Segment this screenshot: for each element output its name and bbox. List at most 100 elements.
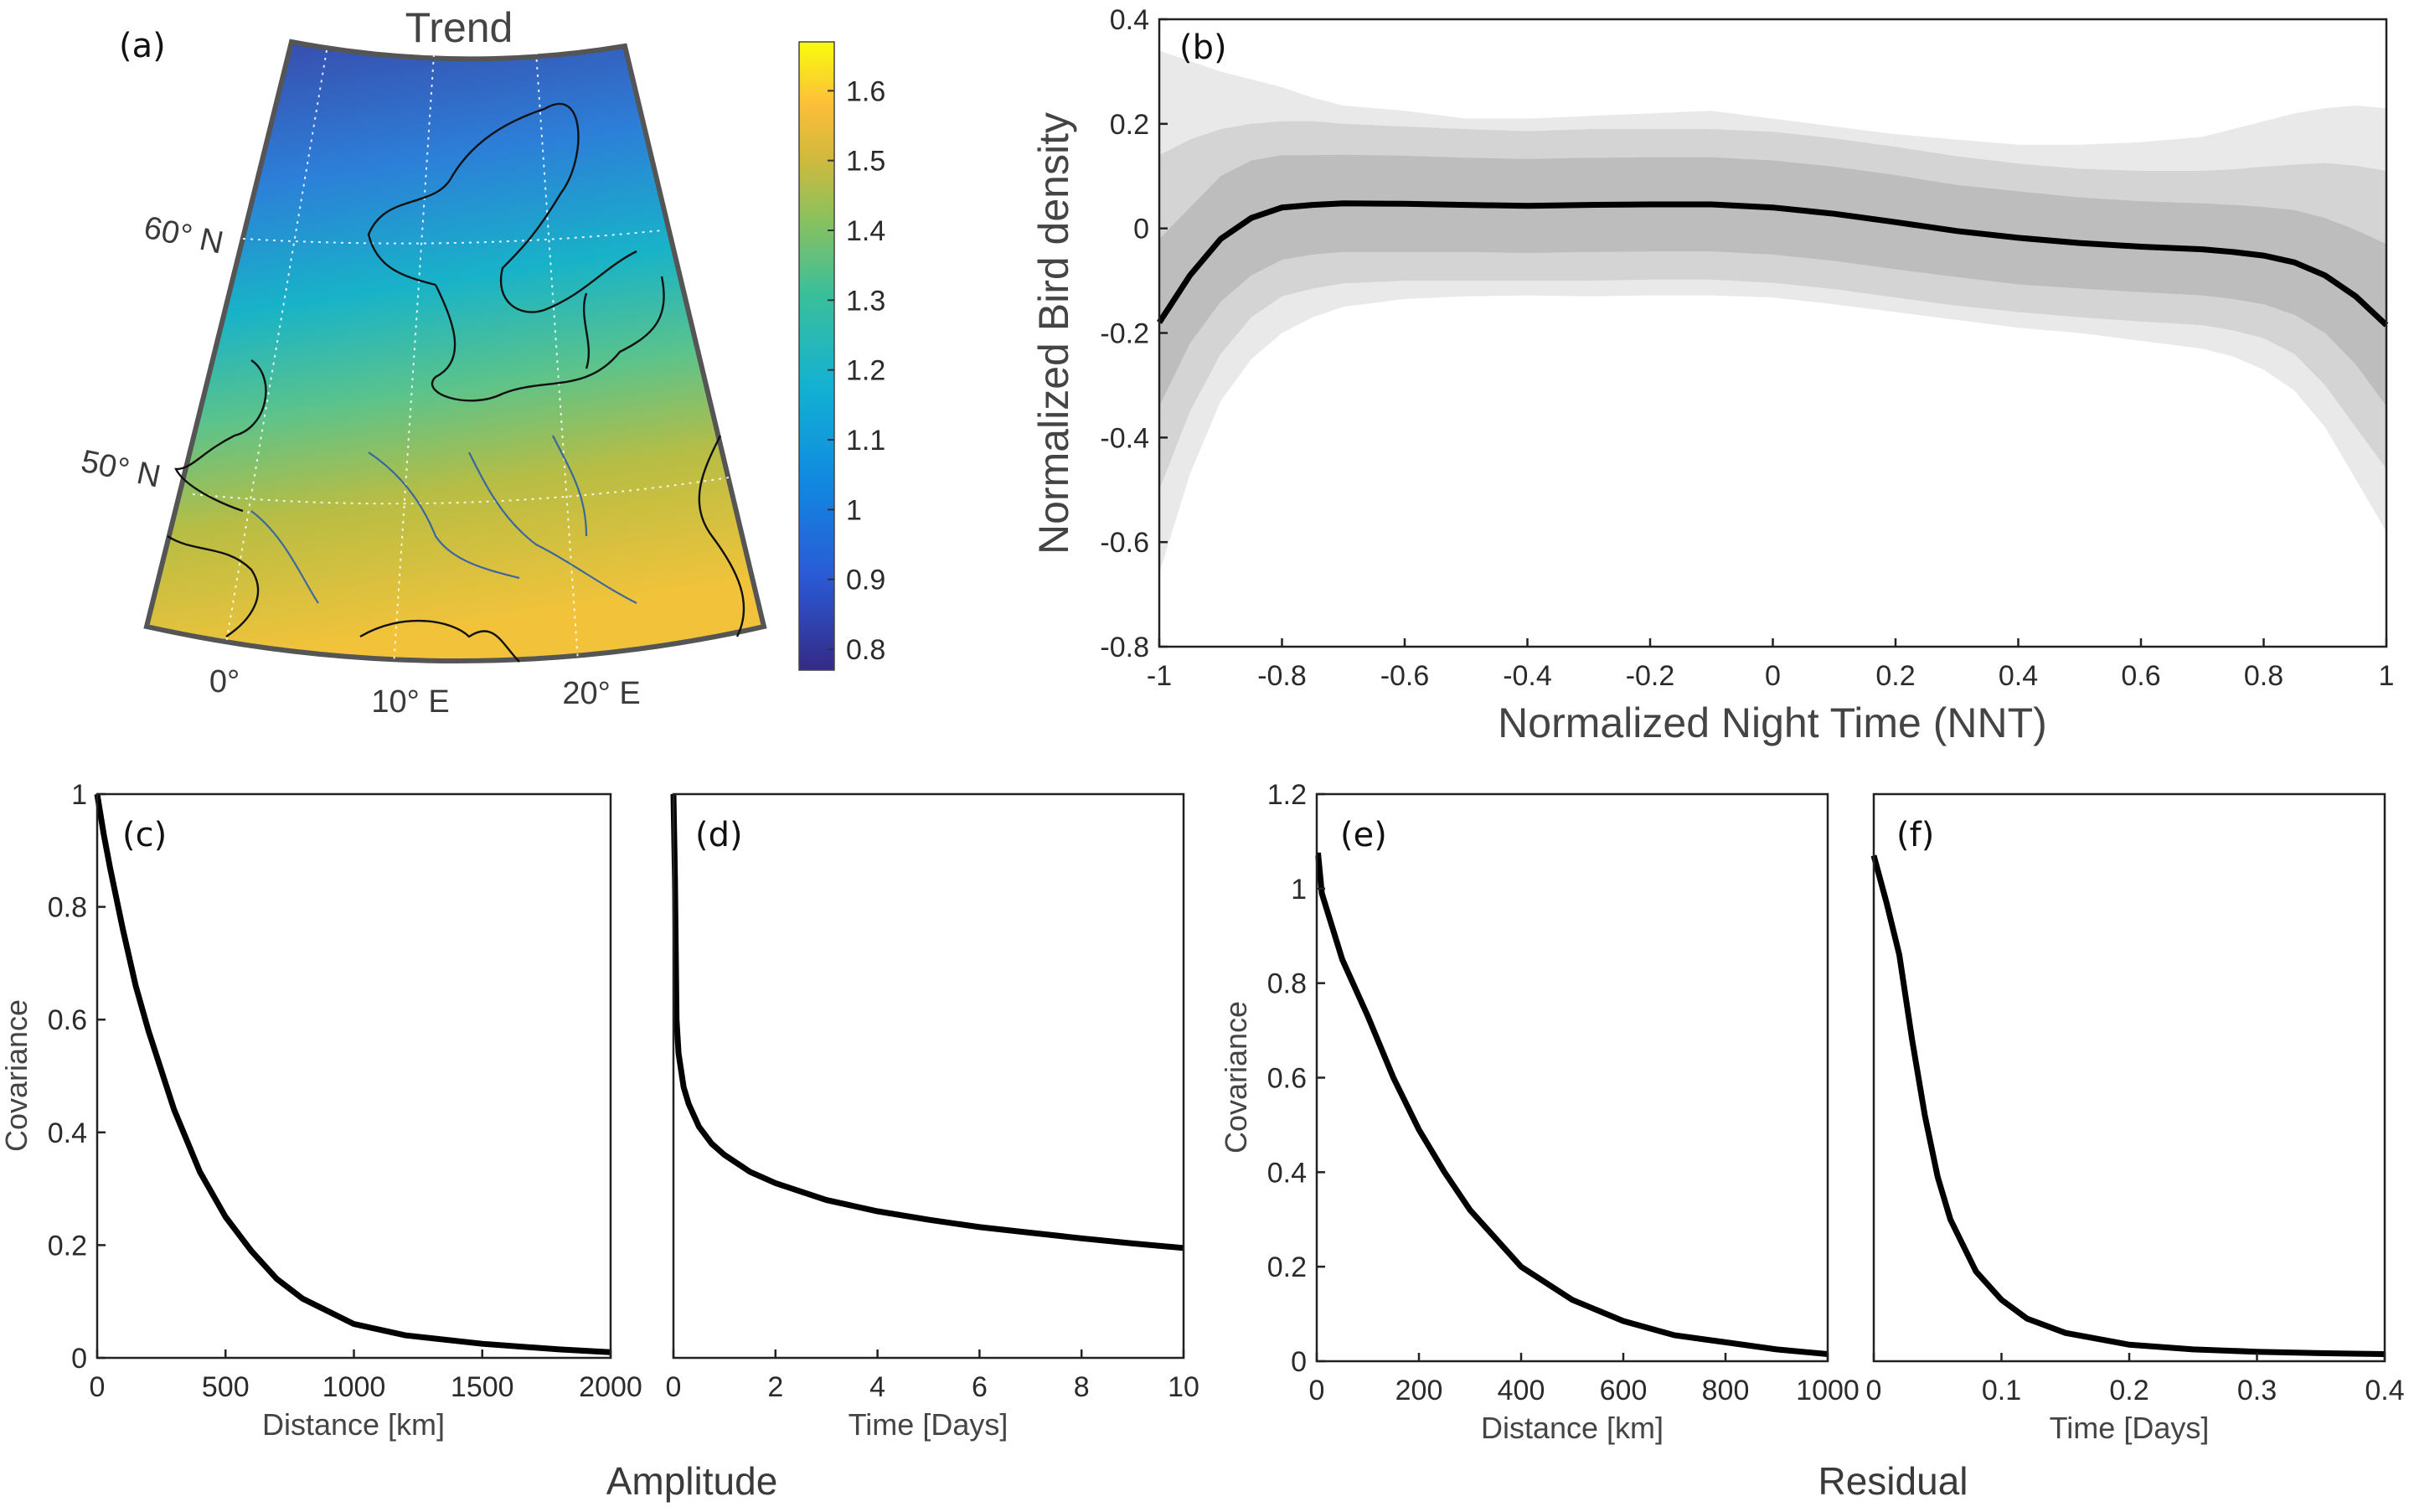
x-tick-label: 600 bbox=[1600, 1375, 1648, 1406]
y-tick-label: 1 bbox=[71, 779, 87, 811]
map-graticule bbox=[192, 49, 730, 667]
x-tick-label: 4 bbox=[869, 1371, 885, 1403]
panel-d-curve bbox=[670, 793, 1184, 1251]
y-tick-label: 0.2 bbox=[48, 1230, 87, 1262]
map-coastlines bbox=[167, 102, 745, 663]
panel-e-curve bbox=[1315, 852, 1829, 1357]
panel-d-axes bbox=[672, 792, 1185, 1360]
x-tick-label: 800 bbox=[1702, 1375, 1750, 1406]
panel-d-xlabel: Time [Days] bbox=[849, 1407, 1008, 1442]
panel-c-curve bbox=[94, 793, 611, 1355]
colorbar-tick-label: 1.2 bbox=[846, 355, 885, 387]
panel-f-label: (f) bbox=[1896, 816, 1934, 854]
x-tick-label: 400 bbox=[1498, 1375, 1545, 1406]
panel-c-yticks: 0 0.2 0.4 0.6 0.8 1 bbox=[48, 779, 106, 1375]
y-tick-label: 0.8 bbox=[48, 892, 87, 924]
colorbar-tick-label: 1.1 bbox=[846, 425, 885, 457]
y-tick-label: 1 bbox=[1291, 874, 1307, 906]
x-tick-label: 0.3 bbox=[2237, 1375, 2277, 1406]
x-tick-label: 2000 bbox=[579, 1371, 642, 1403]
x-tick-label: 0.1 bbox=[1982, 1375, 2021, 1406]
panel-b-xlabel: Normalized Night Time (NNT) bbox=[1498, 699, 2047, 746]
y-tick-label: 0.4 bbox=[1267, 1157, 1307, 1189]
residual-group-label: Residual bbox=[1818, 1459, 1968, 1503]
confidence-bands bbox=[1159, 50, 2386, 574]
y-tick-label: 0.6 bbox=[1267, 1063, 1307, 1095]
x-tick-label: 500 bbox=[202, 1371, 250, 1403]
x-tick-label: 0 bbox=[1309, 1375, 1325, 1406]
amplitude-group-label: Amplitude bbox=[606, 1459, 778, 1503]
mean-density-curve bbox=[1157, 200, 2389, 328]
x-tick-label: 1000 bbox=[322, 1371, 386, 1403]
panel-b-label: (b) bbox=[1179, 28, 1227, 67]
x-tick-label: 0 bbox=[1866, 1375, 1882, 1406]
map-title: Trend bbox=[405, 4, 513, 51]
y-tick-label: 0 bbox=[1133, 214, 1149, 245]
y-tick-label: 0.6 bbox=[48, 1004, 87, 1036]
colorbar bbox=[798, 41, 835, 671]
panel-f-curve bbox=[1870, 854, 2386, 1357]
x-tick-label: -0.8 bbox=[1257, 660, 1307, 692]
panel-c-label: (c) bbox=[122, 816, 167, 854]
y-tick-label: -0.6 bbox=[1100, 527, 1149, 559]
x-tick-label: 0.4 bbox=[1999, 660, 2038, 692]
panel-e-xticks: 0 200 400 600 800 1000 bbox=[1309, 1353, 1860, 1406]
panel-f-axes bbox=[1872, 792, 2386, 1363]
x-tick-label: 0 bbox=[90, 1371, 106, 1403]
x-tick-label: 8 bbox=[1074, 1371, 1090, 1403]
colorbar-tick-label: 1.3 bbox=[846, 285, 885, 317]
panel-f: 0 0.1 0.2 0.3 0.4 (f) Time [Days] bbox=[1866, 792, 2405, 1445]
y-tick-label: -0.2 bbox=[1100, 318, 1149, 350]
band-inner bbox=[1159, 154, 2386, 406]
x-tick-label: 2 bbox=[767, 1371, 783, 1403]
colorbar-tick-label: 1.4 bbox=[846, 215, 885, 247]
y-tick-label: 0.4 bbox=[1110, 4, 1149, 36]
x-tick-label: 0.8 bbox=[2244, 660, 2283, 692]
x-tick-label: 1000 bbox=[1796, 1375, 1860, 1406]
panel-f-xlabel: Time [Days] bbox=[2050, 1411, 2210, 1445]
x-tick-label: -0.4 bbox=[1503, 660, 1552, 692]
colorbar-ticks: 0.8 0.9 1 1.1 1.2 1.3 1.4 1.5 1.6 bbox=[828, 75, 885, 666]
y-tick-label: 0.2 bbox=[1110, 109, 1149, 141]
panel-a-label: (a) bbox=[119, 27, 166, 65]
x-tick-label: 0 bbox=[666, 1371, 682, 1403]
panel-a: (a) Trend 60° N 50° N 0° 1 bbox=[78, 4, 885, 720]
panel-c: 0 500 1000 1500 2000 0 0.2 0.4 0.6 0.8 1 (c) Dist… bbox=[0, 779, 642, 1442]
map-rivers bbox=[250, 435, 637, 604]
panel-d-xticks: 0 2 4 6 8 10 bbox=[666, 1349, 1199, 1403]
y-tick-label: -0.4 bbox=[1100, 422, 1149, 454]
y-tick-label: -0.8 bbox=[1100, 632, 1149, 663]
panel-d-label: (d) bbox=[695, 816, 743, 854]
x-tick-label: 0.6 bbox=[2121, 660, 2160, 692]
panel-d: 0 2 4 6 8 10 (d) Time [Days] bbox=[666, 792, 1199, 1442]
panel-e-xlabel: Distance [km] bbox=[1481, 1411, 1664, 1445]
panel-b: -1 -0.8 -0.6 -0.4 -0.2 0 0.2 0.4 0.6 0.8 1 -0.8-0.… bbox=[1030, 4, 2394, 746]
x-tick-label: 0.2 bbox=[1875, 660, 1915, 692]
panel-c-xticks: 0 500 1000 1500 2000 bbox=[90, 1349, 642, 1403]
lon-label-10e: 10° E bbox=[371, 684, 449, 720]
panel-e-label: (e) bbox=[1340, 816, 1387, 854]
panel-c-axes bbox=[95, 792, 612, 1360]
x-tick-label: -0.2 bbox=[1626, 660, 1675, 692]
colorbar-tick-label: 1.5 bbox=[846, 146, 885, 178]
y-tick-label: 0 bbox=[71, 1343, 87, 1375]
panel-e: 0 200 400 600 800 1000 00.20.40.60.811.2 (e) … bbox=[1219, 779, 1860, 1445]
x-tick-label: 0 bbox=[1765, 660, 1781, 692]
panel-b-yticks: -0.8 -0.6 -0.4 -0.2 0 0.2 0.4 bbox=[1100, 4, 1168, 663]
panel-e-ylabel: Covariance bbox=[1219, 1001, 1253, 1153]
y-tick-label: 0.8 bbox=[1267, 968, 1307, 1000]
x-tick-label: 0.2 bbox=[2109, 1375, 2148, 1406]
y-tick-label: 0.4 bbox=[48, 1117, 87, 1149]
colorbar-tick-label: 1 bbox=[846, 494, 862, 526]
lat-label-50: 50° N bbox=[78, 444, 163, 495]
x-tick-label: 1 bbox=[2379, 660, 2395, 692]
colorbar-tick-label: 0.8 bbox=[846, 634, 885, 666]
colorbar-tick-label: 1.6 bbox=[846, 75, 885, 107]
x-tick-label: 10 bbox=[1168, 1371, 1199, 1403]
panel-f-xticks: 0 0.1 0.2 0.3 0.4 bbox=[1866, 1353, 2405, 1406]
panel-b-xticks: -1 -0.8 -0.6 -0.4 -0.2 0 0.2 0.4 0.6 0.8 1 bbox=[1147, 638, 2395, 692]
panel-c-ylabel: Covariance bbox=[0, 999, 34, 1152]
y-tick-label: 1.2 bbox=[1267, 779, 1307, 811]
x-tick-label: 6 bbox=[972, 1371, 988, 1403]
